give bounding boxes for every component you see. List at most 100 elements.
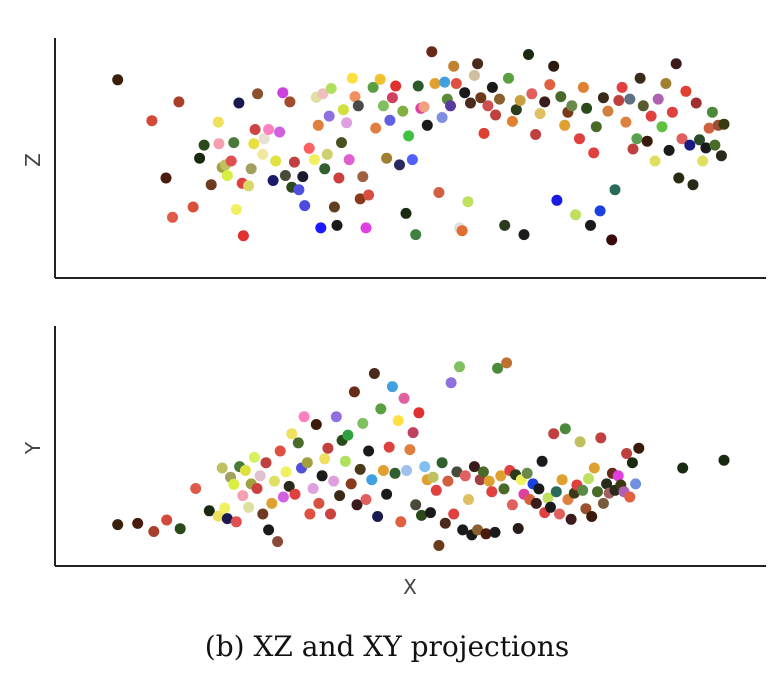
- xz-point: [397, 105, 409, 117]
- xz-point: [319, 163, 331, 175]
- xz-point: [551, 194, 563, 206]
- xz-point: [478, 127, 490, 139]
- xy-point: [498, 483, 510, 495]
- xz-point: [652, 93, 664, 105]
- xy-point: [132, 517, 144, 529]
- xy-point: [375, 403, 387, 415]
- xy-point: [592, 486, 603, 498]
- xz-point: [406, 154, 418, 166]
- xy-point: [272, 536, 284, 548]
- xy-point: [363, 445, 375, 457]
- xz-points: [112, 46, 730, 246]
- xy-point: [112, 519, 124, 531]
- xy-point: [595, 432, 607, 444]
- xz-point: [221, 170, 233, 181]
- xy-point: [559, 423, 571, 435]
- xy-point: [383, 441, 395, 453]
- xz-point: [249, 124, 261, 135]
- xz-point: [299, 200, 311, 212]
- xy-point: [389, 467, 401, 479]
- xz-point: [706, 106, 718, 118]
- xy-point: [401, 465, 413, 476]
- xy-point: [612, 470, 624, 482]
- xz-point: [349, 91, 361, 103]
- xz-point: [343, 154, 355, 166]
- xy-point: [372, 511, 384, 522]
- xy-point: [495, 470, 507, 482]
- xz-point: [410, 229, 422, 241]
- xy-point: [286, 428, 298, 440]
- xy-point: [621, 448, 633, 459]
- xy-point: [212, 510, 224, 522]
- xy-point: [283, 480, 295, 492]
- xz-point: [506, 115, 518, 127]
- xz-point: [367, 81, 379, 93]
- xy-point: [260, 457, 272, 469]
- xy-point: [148, 526, 160, 537]
- xz-point: [555, 91, 567, 103]
- xz-point: [448, 60, 460, 72]
- xz-point: [597, 92, 609, 104]
- xy-point: [348, 386, 360, 398]
- xz-point: [403, 130, 415, 142]
- xz-point: [645, 110, 657, 122]
- xz-point: [709, 139, 721, 151]
- xz-point: [676, 133, 688, 145]
- xz-point: [429, 78, 441, 89]
- xz-ylabel: Z: [21, 153, 45, 167]
- xz-point: [490, 109, 502, 121]
- xy-point: [203, 505, 215, 517]
- xz-point: [252, 88, 264, 100]
- xz-point: [450, 78, 462, 89]
- xz-point: [336, 137, 347, 149]
- xz-point: [594, 205, 606, 217]
- xz-point: [341, 117, 353, 129]
- xz-point: [499, 219, 511, 231]
- xz-point: [465, 97, 476, 109]
- xy-point: [280, 466, 292, 478]
- xz-point: [230, 204, 242, 215]
- xz-point: [670, 58, 682, 70]
- xy-point: [298, 411, 310, 423]
- xz-point: [384, 114, 396, 126]
- xy-point: [319, 453, 331, 465]
- xz-point: [570, 209, 582, 221]
- xy-points: [112, 357, 730, 551]
- xy-point: [228, 478, 240, 490]
- xz-point: [620, 116, 632, 128]
- xz-point: [641, 135, 653, 147]
- xy-point: [360, 494, 372, 505]
- xz-point: [518, 229, 530, 241]
- xy-point: [442, 475, 454, 487]
- xy-point: [521, 467, 533, 479]
- xz-point: [472, 58, 484, 70]
- xy-point: [239, 465, 251, 476]
- xy-point: [427, 471, 439, 483]
- xy-point: [439, 517, 451, 529]
- xz-point: [317, 88, 329, 100]
- xy-point: [463, 494, 474, 505]
- xy-point: [230, 516, 242, 528]
- xy-point: [381, 488, 393, 500]
- xy-point: [486, 486, 498, 498]
- xy-point: [448, 508, 460, 520]
- xy-point: [430, 484, 442, 496]
- xz-point: [328, 201, 340, 213]
- xy-point: [328, 475, 340, 487]
- xz-point: [566, 100, 578, 112]
- xz-point: [426, 46, 438, 58]
- xz-point: [288, 156, 300, 168]
- xy-point: [243, 501, 255, 513]
- xz-point: [510, 104, 522, 116]
- xy-point: [161, 514, 173, 526]
- xz-point: [456, 225, 468, 237]
- xz-point: [574, 133, 585, 145]
- xz-point: [370, 122, 382, 134]
- xz-point: [703, 122, 715, 134]
- xy-point: [342, 429, 354, 441]
- xy-point: [536, 455, 548, 467]
- xz-point: [421, 119, 433, 131]
- xz-point: [503, 72, 514, 84]
- xy-point: [325, 508, 336, 520]
- xy-point: [334, 490, 346, 502]
